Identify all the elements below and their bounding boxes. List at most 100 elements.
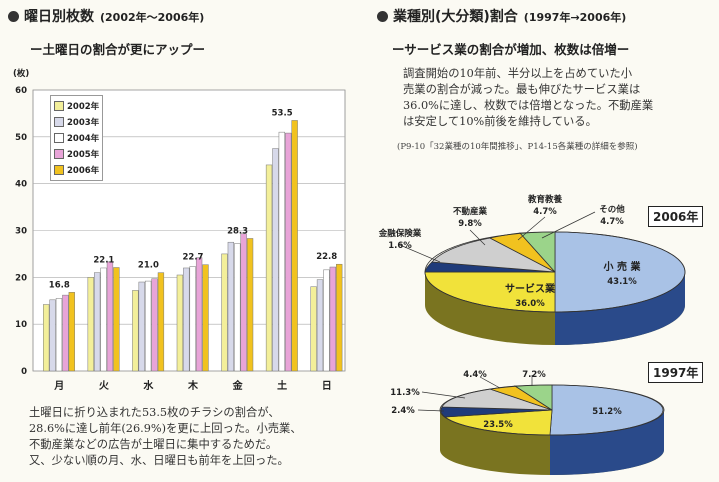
left-subheading: ー土曜日の割合が更にアップー [30, 42, 206, 57]
y-tick-label: 10 [15, 320, 27, 330]
legend-label: 2003年 [67, 118, 100, 128]
bar [240, 233, 247, 372]
legend-label: 2004年 [67, 134, 100, 144]
legend-item: 2003年 [54, 114, 99, 130]
pie-2006-label-fudosan: 不動産業 [453, 206, 488, 217]
left-section-title: 曜日別枚数 (2002年～2006年) [24, 6, 204, 26]
weekday-bar-chart: 0 10 20 30 40 50 60 (枚) 16.8 月 22.1 火 21.0 水 22.7 木 28.3… [13, 68, 346, 390]
bar [132, 290, 139, 372]
left-paragraph-line: 28.6%に達し前年(26.9%)を更に上回った。小売業、 [29, 422, 302, 435]
pie-2006-slice-fudosan [431, 237, 556, 273]
bar [176, 274, 184, 372]
bar [55, 298, 63, 372]
bar [323, 269, 330, 372]
legend-swatch [54, 133, 64, 143]
right-paragraph-line: 売業の割合が減った。最も伸びたサービス業は [403, 83, 641, 96]
bar [234, 243, 241, 372]
left-paragraph: 土曜日に折り込まれた53.5枚のチラシの割合が、 28.6%に達し前年(26.9… [29, 405, 359, 469]
right-title-years: (1997年→2006年) [523, 11, 627, 24]
right-subheading: ーサービス業の割合が増加、枚数は倍増ー [392, 42, 630, 57]
bar [272, 148, 279, 372]
bar [138, 281, 145, 372]
year-1997-label: 1997年 [648, 362, 704, 383]
legend-item: 2004年 [54, 130, 99, 146]
bullet-icon [8, 11, 19, 22]
x-tick-label: 木 [187, 379, 199, 390]
x-tick-label: 日 [322, 380, 332, 390]
bar-value-label: 21.0 [138, 261, 159, 271]
pie-chart-2006: 金融保険業 1.6% 不動産業 9.8% 教育教養 4.7% その他 4.7% … [378, 194, 686, 345]
bar [87, 277, 94, 372]
right-title-text: 業種別(大分類)割合 [393, 9, 518, 25]
left-title-years: (2002年～2006年) [100, 11, 205, 24]
bar [144, 280, 152, 372]
bar [100, 267, 107, 372]
y-tick-label: 30 [15, 227, 27, 237]
pie-1997-side-blue [550, 410, 664, 476]
legend-label: 2002年 [67, 102, 100, 112]
legend-swatch [54, 101, 64, 111]
bar [62, 294, 69, 372]
left-paragraph-line: 又、少ない順の月、水、日曜日も前年を上回った。 [29, 454, 289, 467]
legend-label: 2006年 [67, 166, 100, 176]
bullet-icon [377, 11, 388, 22]
bar [336, 263, 343, 372]
pie-2006-value-kinyu: 1.6% [388, 241, 412, 251]
bar [113, 267, 120, 372]
y-tick-label: 0 [21, 367, 27, 377]
right-paragraph-line: は安定して10%前後を維持している。 [403, 115, 597, 128]
left-paragraph-line: 土曜日に折り込まれた53.5枚のチラシの割合が、 [29, 406, 280, 419]
bar [157, 272, 165, 372]
bar-value-label: 16.8 [49, 280, 70, 290]
reference-note: (P9-10「32業種の10年間推移」、P14-15各業種の詳細を参照) [397, 142, 638, 152]
bar [265, 164, 273, 372]
bar [278, 131, 285, 372]
pie-2006-value-service: 36.0% [515, 299, 545, 309]
left-paragraph-line: 不動産業などの広告が土曜日に集中するためだ。 [29, 438, 278, 451]
bar-value-label: 53.5 [272, 108, 293, 118]
bar [49, 299, 56, 372]
bar [221, 253, 228, 372]
x-tick-label: 水 [142, 379, 154, 390]
bar [246, 238, 254, 372]
legend-item: 2002年 [54, 98, 99, 114]
bar [189, 266, 196, 372]
bar [316, 279, 324, 372]
pie-2006-value-kouri: 43.1% [607, 277, 637, 287]
bar [202, 264, 209, 372]
right-paragraph-line: 36.0%に達し、枚数では倍増となった。不動産業 [403, 99, 654, 112]
bar [68, 292, 75, 372]
bar [183, 267, 190, 372]
legend-item: 2005年 [54, 146, 99, 162]
bar [285, 132, 292, 372]
bar-chart-legend: 2002年 2003年 2004年 2005年 2006年 [50, 95, 104, 181]
right-section-title: 業種別(大分類)割合 (1997年→2006年) [393, 6, 626, 26]
bar-value-label: 22.8 [316, 252, 337, 262]
legend-item: 2006年 [54, 162, 99, 178]
pie-2006-label-service: サービス業 [505, 282, 556, 295]
pie-1997-label-51-2: 51.2% [592, 407, 622, 417]
y-tick-label: 20 [15, 273, 27, 283]
y-tick-label: 40 [15, 180, 27, 190]
pie-1997-label-7-2: 7.2% [522, 370, 546, 380]
bar [151, 278, 158, 372]
pie-chart-1997: 11.3% 4.4% 7.2% 2.4% 23.5% 51.2% [390, 370, 665, 476]
x-tick-label: 月 [53, 380, 64, 390]
pie-2006-label-kyoiku: 教育教養 [527, 194, 563, 205]
right-paragraph: 調査開始の10年前、半分以上を占めていた小 売業の割合が減った。最も伸びたサービ… [403, 66, 713, 130]
pie-2006-side-blue [555, 272, 685, 345]
y-unit-label: (枚) [13, 68, 29, 79]
legend-label: 2005年 [67, 150, 100, 160]
bar [94, 272, 101, 372]
bar [195, 257, 203, 372]
pie-2006-value-fudosan: 9.8% [458, 219, 482, 229]
pie-2006-label-sonota: その他 [599, 204, 625, 215]
bar [291, 120, 298, 372]
right-paragraph-line: 調査開始の10年前、半分以上を占めていた小 [403, 67, 633, 80]
bar [310, 286, 317, 372]
pie-2006-label-kouri: 小 売 業 [603, 260, 642, 273]
bar [329, 266, 336, 372]
y-tick-label: 60 [15, 86, 27, 96]
bar-value-label: 28.3 [227, 226, 248, 236]
y-tick-label: 50 [15, 133, 27, 143]
